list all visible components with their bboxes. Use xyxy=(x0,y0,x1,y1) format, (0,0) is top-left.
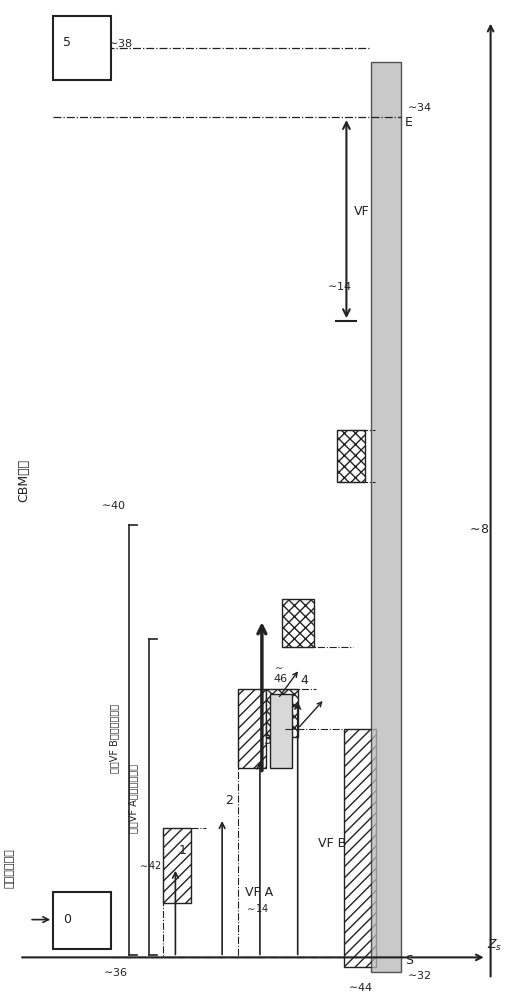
Text: VF: VF xyxy=(354,205,369,218)
Bar xyxy=(53,16,111,80)
Text: $\sim\!34$: $\sim\!34$ xyxy=(405,101,432,113)
Text: $\sim\!36$: $\sim\!36$ xyxy=(100,966,128,978)
Text: 5: 5 xyxy=(63,36,71,49)
Text: $\sim$: $\sim$ xyxy=(272,661,283,671)
Text: $\sim\!42$: $\sim\!42$ xyxy=(137,859,161,871)
Bar xyxy=(344,729,376,967)
Text: VF A: VF A xyxy=(244,886,273,899)
Text: $\sim\!14$: $\sim\!14$ xyxy=(244,902,269,914)
Text: 针对VF A的完整的采集: 针对VF A的完整的采集 xyxy=(128,764,138,833)
Bar xyxy=(237,689,265,768)
Text: $\sim\!14$: $\sim\!14$ xyxy=(324,280,351,292)
Bar xyxy=(269,694,291,768)
Text: $\sim\!8$: $\sim\!8$ xyxy=(466,523,488,536)
Text: $\sim\!38$: $\sim\!38$ xyxy=(106,37,133,49)
Text: 0: 0 xyxy=(63,913,71,926)
Text: E: E xyxy=(405,116,412,129)
Text: 4: 4 xyxy=(300,674,308,687)
Bar xyxy=(281,599,313,647)
Text: $\sim\!40$: $\sim\!40$ xyxy=(99,499,126,511)
Bar xyxy=(163,828,191,903)
Bar xyxy=(371,62,400,972)
Text: CBM采集: CBM采集 xyxy=(17,459,30,502)
Bar xyxy=(265,689,297,737)
Bar xyxy=(337,430,365,482)
Text: 3: 3 xyxy=(263,734,270,747)
Text: S: S xyxy=(405,954,412,967)
Text: 46: 46 xyxy=(273,674,287,684)
Text: $\sim\!32$: $\sim\!32$ xyxy=(405,969,431,981)
Bar xyxy=(53,892,111,949)
Text: $Z_s$: $Z_s$ xyxy=(486,938,501,953)
Text: 扫描轴向覆盖: 扫描轴向覆盖 xyxy=(5,848,14,888)
Text: $\sim\!44$: $\sim\!44$ xyxy=(346,981,373,993)
Text: 针对VF B的完整的采集: 针对VF B的完整的采集 xyxy=(109,704,119,773)
Text: 1: 1 xyxy=(178,844,186,857)
Text: 2: 2 xyxy=(225,794,232,807)
Text: VF B: VF B xyxy=(317,837,345,850)
